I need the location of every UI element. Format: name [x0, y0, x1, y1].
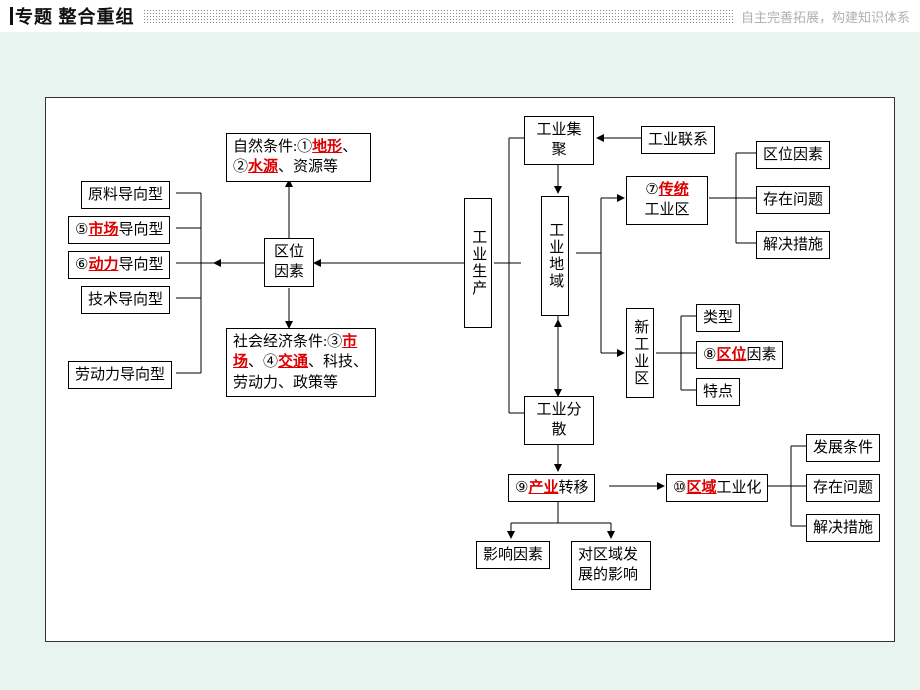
- text: ⑨: [515, 480, 528, 496]
- text: 、④: [248, 354, 278, 370]
- diagram-frame: 工业生产 区位因素 自然条件:①地形、②水源、资源等 社会经济条件:③市场、④交…: [45, 97, 895, 642]
- node-transfer-c1: 影响因素: [476, 541, 550, 569]
- node-indus-r3: 解决措施: [806, 514, 880, 542]
- highlight: 区位: [716, 347, 746, 363]
- text: 工业区: [644, 202, 689, 218]
- node-dispersal: 工业分散: [524, 396, 594, 445]
- text: 、资源等: [278, 159, 338, 175]
- header-subtitle: 自主完善拓展，构建知识体系: [733, 7, 910, 26]
- node-new-r3: 特点: [696, 378, 740, 406]
- node-type-labor: 劳动力导向型: [68, 361, 172, 389]
- highlight: 水源: [248, 159, 278, 175]
- text: 转移: [558, 480, 588, 496]
- node-trad-r1: 区位因素: [756, 141, 830, 169]
- node-type-power: ⑥动力导向型: [68, 251, 170, 279]
- node-trad-r3: 解决措施: [756, 231, 830, 259]
- node-trad-r2: 存在问题: [756, 186, 830, 214]
- node-social-condition: 社会经济条件:③市场、④交通、科技、劳动力、政策等: [226, 328, 376, 397]
- highlight: 区域: [686, 480, 716, 496]
- text: 工业化: [716, 480, 761, 496]
- highlight: 交通: [278, 354, 308, 370]
- text: ⑤: [75, 222, 88, 238]
- text: 因素: [746, 347, 776, 363]
- text: ⑧: [703, 347, 716, 363]
- highlight: 动力: [88, 257, 118, 273]
- text: ⑩: [673, 480, 686, 496]
- highlight: 地形: [312, 139, 342, 155]
- diagram-canvas: 工业生产 区位因素 自然条件:①地形、②水源、资源等 社会经济条件:③市场、④交…: [0, 32, 920, 690]
- connector-layer: [46, 98, 896, 643]
- node-agglomeration: 工业集聚: [524, 116, 594, 165]
- text: ⑦: [645, 182, 658, 198]
- text: 导向型: [118, 257, 163, 273]
- node-linkage: 工业联系: [641, 126, 715, 154]
- node-natural-condition: 自然条件:①地形、②水源、资源等: [226, 133, 371, 182]
- highlight: 传统: [659, 182, 689, 198]
- text: ⑥: [75, 257, 88, 273]
- node-industrialization: ⑩区域工业化: [666, 474, 768, 502]
- node-transfer: ⑨产业转移: [508, 474, 595, 502]
- text: 导向型: [118, 222, 163, 238]
- node-new-zone: 新工业区: [626, 308, 654, 398]
- node-type-tech: 技术导向型: [81, 286, 170, 314]
- node-location-factor: 区位因素: [264, 238, 314, 287]
- node-transfer-c2: 对区域发展的影响: [571, 541, 651, 590]
- highlight: 市场: [88, 222, 118, 238]
- page-header: 专题 整合重组 自主完善拓展，构建知识体系: [0, 0, 920, 32]
- header-bar-icon: [10, 7, 13, 25]
- text: 自然条件:①: [233, 139, 312, 155]
- node-traditional-zone: ⑦传统工业区: [626, 176, 708, 225]
- node-type-market: ⑤市场导向型: [68, 216, 170, 244]
- header-title: 专题 整合重组: [15, 3, 135, 29]
- node-indus-r2: 存在问题: [806, 474, 880, 502]
- node-industrial-region: 工业地域: [541, 196, 569, 316]
- node-industrial-production: 工业生产: [464, 198, 492, 328]
- header-left: 专题 整合重组: [10, 3, 135, 29]
- node-new-r2: ⑧区位因素: [696, 341, 783, 369]
- node-indus-r1: 发展条件: [806, 434, 880, 462]
- header-dots: [143, 9, 733, 23]
- node-new-r1: 类型: [696, 304, 740, 332]
- node-type-raw: 原料导向型: [81, 181, 170, 209]
- highlight: 产业: [528, 480, 558, 496]
- text: 社会经济条件:③: [233, 334, 342, 350]
